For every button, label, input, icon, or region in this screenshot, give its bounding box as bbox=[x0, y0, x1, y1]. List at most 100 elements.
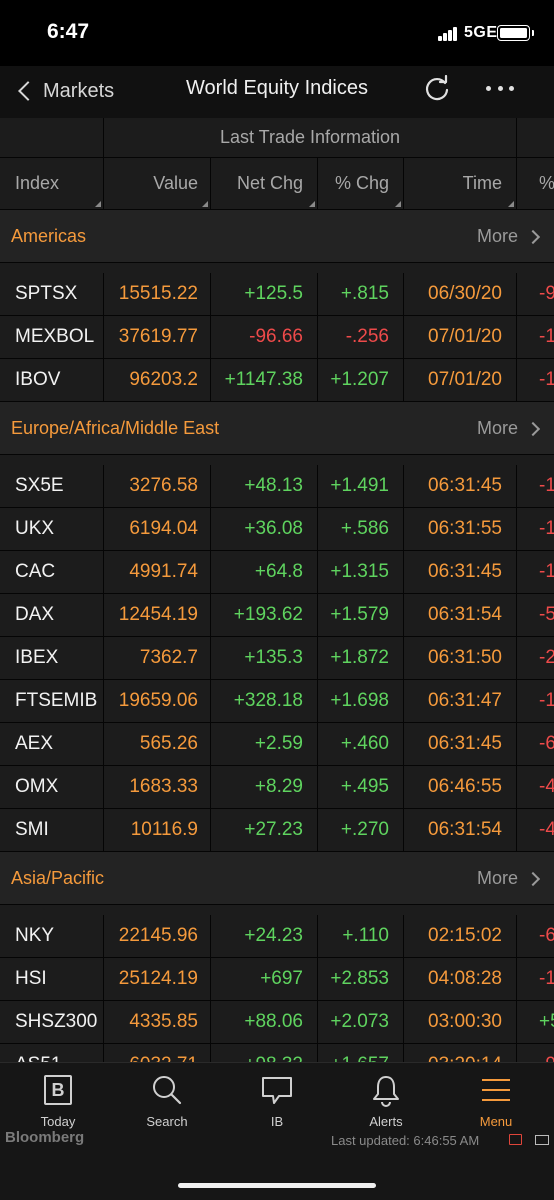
index-value: 10116.9 bbox=[104, 809, 211, 851]
network-type: 5GE bbox=[464, 24, 498, 41]
trade-time: 06:31:45 bbox=[404, 551, 517, 593]
extra-percent: -12 bbox=[517, 465, 554, 507]
net-change: +64.8 bbox=[211, 551, 318, 593]
trade-time: 07/01/20 bbox=[404, 359, 517, 401]
net-change: +1147.38 bbox=[211, 359, 318, 401]
percent-change: +1.207 bbox=[318, 359, 404, 401]
back-label: Markets bbox=[43, 79, 115, 102]
index-value: 25124.19 bbox=[104, 958, 211, 1000]
tab-today[interactable]: B Today bbox=[18, 1073, 98, 1129]
percent-change: +.586 bbox=[318, 508, 404, 550]
net-change: +125.5 bbox=[211, 273, 318, 315]
percent-change: +1.579 bbox=[318, 594, 404, 636]
tab-ib[interactable]: IB bbox=[237, 1073, 317, 1129]
status-time: 6:47 bbox=[47, 20, 90, 43]
chevron-right-icon[interactable] bbox=[525, 871, 541, 887]
chevron-right-icon[interactable] bbox=[525, 229, 541, 245]
refresh-icon[interactable] bbox=[423, 75, 451, 103]
signal-icon bbox=[438, 27, 458, 41]
section-title: Europe/Africa/Middle East bbox=[11, 418, 220, 438]
column-header-pct[interactable]: % bbox=[517, 158, 554, 209]
index-name: CAC bbox=[0, 551, 104, 593]
home-indicator bbox=[178, 1183, 376, 1188]
feedback-icon[interactable] bbox=[509, 1134, 522, 1145]
index-name: FTSEMIB bbox=[0, 680, 104, 722]
table-group-header: Last Trade Information bbox=[0, 118, 554, 158]
net-change: +36.08 bbox=[211, 508, 318, 550]
index-value: 6194.04 bbox=[104, 508, 211, 550]
percent-change: +1.872 bbox=[318, 637, 404, 679]
chevron-right-icon[interactable] bbox=[525, 421, 541, 437]
trade-time: 06:46:55 bbox=[404, 766, 517, 808]
index-name: SMI bbox=[0, 809, 104, 851]
index-name: IBEX bbox=[0, 637, 104, 679]
trade-time: 06:31:50 bbox=[404, 637, 517, 679]
index-value: 7362.7 bbox=[104, 637, 211, 679]
percent-change: +.460 bbox=[318, 723, 404, 765]
index-value: 22145.96 bbox=[104, 915, 211, 957]
column-header-pct-chg[interactable]: % Chg bbox=[318, 158, 404, 209]
index-name: UKX bbox=[0, 508, 104, 550]
last-updated-text: Last updated: 6:46:55 AM bbox=[331, 1133, 480, 1148]
index-value: 3276.58 bbox=[104, 465, 211, 507]
tab-alerts[interactable]: Alerts bbox=[346, 1073, 426, 1129]
trade-time: 06:31:55 bbox=[404, 508, 517, 550]
section-header: Americas More bbox=[0, 210, 554, 263]
index-name: OMX bbox=[0, 766, 104, 808]
table-row[interactable]: AS516032.71+98.32+1.65703:20:14-9 bbox=[0, 1044, 554, 1062]
extra-percent: -16 bbox=[517, 551, 554, 593]
tab-menu[interactable]: Menu bbox=[456, 1073, 536, 1129]
net-change: +88.06 bbox=[211, 1001, 318, 1043]
extra-percent: -16 bbox=[517, 359, 554, 401]
extra-percent: -4 bbox=[517, 766, 554, 808]
extra-percent: -4 bbox=[517, 809, 554, 851]
index-value: 19659.06 bbox=[104, 680, 211, 722]
index-value: 37619.77 bbox=[104, 316, 211, 358]
chat-bubble-icon bbox=[262, 1077, 292, 1104]
net-change: +2.59 bbox=[211, 723, 318, 765]
trade-time: 06:31:54 bbox=[404, 594, 517, 636]
section-more-link[interactable]: More bbox=[477, 418, 519, 438]
index-name: SHSZ300 bbox=[0, 1001, 104, 1043]
net-change: +8.29 bbox=[211, 766, 318, 808]
index-value: 1683.33 bbox=[104, 766, 211, 808]
trade-time: 06:31:45 bbox=[404, 723, 517, 765]
index-name: AEX bbox=[0, 723, 104, 765]
net-change: +48.13 bbox=[211, 465, 318, 507]
column-header-value[interactable]: Value bbox=[104, 158, 211, 209]
section-more-link[interactable]: More bbox=[477, 226, 519, 246]
back-button[interactable]: Markets bbox=[14, 76, 114, 106]
trade-time: 06:31:54 bbox=[404, 809, 517, 851]
mail-icon[interactable] bbox=[535, 1135, 549, 1145]
more-options-icon[interactable] bbox=[486, 86, 514, 94]
column-header-net-chg[interactable]: Net Chg bbox=[211, 158, 318, 209]
section-more-link[interactable]: More bbox=[477, 868, 519, 888]
index-name: DAX bbox=[0, 594, 104, 636]
index-name: HSI bbox=[0, 958, 104, 1000]
index-value: 12454.19 bbox=[104, 594, 211, 636]
index-value: 4991.74 bbox=[104, 551, 211, 593]
tab-search[interactable]: Search bbox=[127, 1073, 207, 1129]
table-column-header: Index Value Net Chg % Chg Time % bbox=[0, 158, 554, 210]
index-value: 565.26 bbox=[104, 723, 211, 765]
column-header-index[interactable]: Index bbox=[0, 158, 104, 209]
extra-percent: -6 bbox=[517, 915, 554, 957]
column-header-time[interactable]: Time bbox=[404, 158, 517, 209]
percent-change: +.270 bbox=[318, 809, 404, 851]
trade-time: 02:15:02 bbox=[404, 915, 517, 957]
